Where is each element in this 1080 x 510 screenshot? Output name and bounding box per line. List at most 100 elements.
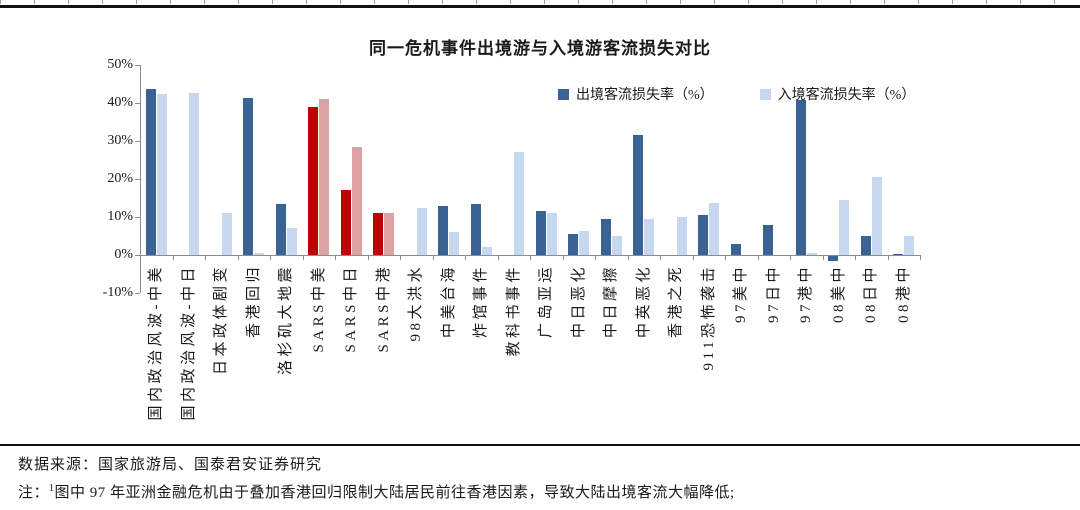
- x-axis-label: 08港中: [896, 263, 912, 323]
- y-axis-line: [140, 65, 141, 293]
- x-axis-tick: [140, 255, 141, 260]
- x-axis-tick: [400, 255, 401, 260]
- x-axis-label-text: 98大洪水: [408, 264, 425, 342]
- x-axis-tick: [790, 255, 791, 260]
- x-axis-tick: [725, 255, 726, 260]
- bar-outbound-6: [340, 189, 351, 255]
- y-axis-label: 50%: [107, 57, 133, 72]
- x-axis-label: SARS中港: [376, 263, 392, 353]
- chart-legend: 出境客流损失率（%） 入境客流损失率（%）: [558, 84, 915, 104]
- x-axis-label-text: 中日恶化: [570, 264, 587, 339]
- x-axis-label: 08美中: [831, 263, 847, 323]
- bar-outbound-14: [600, 219, 611, 255]
- bar-inbound-7: [384, 213, 395, 255]
- bar-outbound-13: [568, 234, 579, 255]
- bar-outbound-7: [373, 213, 384, 255]
- x-axis-label: 国内政治风波-中日: [181, 263, 197, 421]
- x-axis-tick: [692, 255, 694, 260]
- x-axis-label: 中日恶化: [571, 263, 587, 338]
- x-axis-tick: [627, 255, 629, 260]
- plot-area: 50% 40% 30% 20% 10% 0% -10% 国内政治风波-中美 国内政治风波-中日日…: [103, 57, 921, 421]
- bar-inbound-4: [286, 228, 297, 255]
- x-axis-label: 中美台海: [441, 263, 457, 338]
- y-axis-tick: [135, 255, 140, 256]
- bar-inbound-17: [709, 203, 720, 255]
- bar-outbound-0: [145, 89, 156, 255]
- legend-item-inbound: 入境客流损失率（%）: [759, 84, 916, 104]
- y-axis-label: 20%: [107, 171, 133, 186]
- bar-inbound-15: [644, 219, 655, 255]
- y-axis-label: 10%: [107, 209, 133, 224]
- y-axis-tick: [135, 65, 140, 66]
- bar-inbound-20: [806, 253, 817, 255]
- x-axis-label: 911恐怖袭击: [701, 263, 717, 370]
- x-axis-label-text: 911恐怖袭击: [700, 264, 717, 371]
- x-axis-label: SARS中美: [311, 263, 327, 353]
- bar-outbound-20: [795, 99, 806, 255]
- bar-inbound-8: [416, 207, 427, 255]
- x-axis-tick: [205, 255, 206, 260]
- bar-inbound-9: [449, 231, 460, 255]
- y-axis-tick: [135, 103, 140, 104]
- bar-inbound-14: [611, 236, 622, 255]
- x-axis-label-text: 炸馆事件: [473, 264, 490, 339]
- x-axis-label-text: 教科书事件: [505, 264, 522, 357]
- top-divider: [0, 5, 1080, 8]
- x-axis-tick: [887, 255, 889, 260]
- bar-inbound-16: [676, 217, 687, 255]
- x-axis-tick: [270, 255, 271, 260]
- bar-inbound-1: [189, 92, 200, 255]
- x-axis-label: 08日中: [863, 263, 879, 323]
- x-axis-label-text: 中日摩擦: [603, 264, 620, 339]
- x-axis-label-text: 国内政治风波-中美: [148, 264, 165, 421]
- x-axis-label: 97日中: [766, 263, 782, 323]
- x-axis-tick: [757, 255, 759, 260]
- bar-outbound-22: [860, 236, 871, 255]
- bar-inbound-6: [351, 147, 362, 255]
- x-axis-label-text: 97港中: [798, 264, 815, 324]
- x-axis-tick: [367, 255, 369, 260]
- x-axis-label: 中日摩擦: [603, 263, 619, 338]
- x-axis-label: 香港之死: [668, 263, 684, 338]
- x-axis-label-text: 08美中: [830, 264, 847, 324]
- chart-title: 同一危机事件出境游与入境游客流损失对比: [369, 39, 711, 58]
- footnote: 注：1图中 97 年亚洲金融危机由于叠加香港回归限制大陆居民前往香港因素，导致大…: [18, 481, 735, 502]
- y-axis-tick: [135, 293, 140, 294]
- x-axis-tick: [595, 255, 596, 260]
- x-axis-label: 洛杉矶大地震: [278, 263, 294, 375]
- x-axis-tick: [855, 255, 856, 260]
- x-axis-label-text: 97美中: [733, 264, 750, 324]
- data-source: 数据来源：国家旅游局、国泰君安证券研究: [18, 457, 323, 473]
- bar-outbound-19: [763, 225, 774, 255]
- x-axis-label-text: SARS中美: [310, 264, 327, 353]
- x-axis-tick: [920, 255, 921, 260]
- bar-inbound-13: [579, 231, 590, 255]
- bar-outbound-18: [730, 243, 741, 255]
- cropped-content-remnant: [0, 0, 1080, 4]
- bar-inbound-2: [221, 213, 232, 255]
- y-axis-label: 40%: [107, 95, 133, 110]
- x-axis-label-text: 洛杉矶大地震: [278, 264, 295, 376]
- bar-inbound-3: [254, 253, 265, 255]
- footer-divider: [0, 444, 1080, 446]
- legend-label-inbound: 入境客流损失率（%）: [777, 88, 916, 103]
- bar-outbound-15: [633, 135, 644, 255]
- x-axis-label-text: 08日中: [863, 264, 880, 324]
- x-axis-tick: [660, 255, 661, 260]
- footnote-superscript: 1: [49, 483, 55, 494]
- x-axis-label: SARS中日: [343, 263, 359, 353]
- x-axis-tick: [822, 255, 824, 260]
- bar-outbound-3: [243, 98, 254, 255]
- x-axis-label: 中英恶化: [636, 263, 652, 338]
- x-axis-label: 国内政治风波-中美: [148, 263, 164, 421]
- x-axis-label: 日本政体剧变: [213, 263, 229, 375]
- bar-inbound-5: [319, 98, 330, 255]
- bar-outbound-9: [438, 205, 449, 255]
- bar-inbound-12: [546, 213, 557, 255]
- y-axis-tick: [135, 217, 140, 218]
- x-axis-label-text: 香港之死: [668, 264, 685, 339]
- bar-inbound-11: [514, 152, 525, 255]
- x-axis-label-text: 广岛亚运: [538, 264, 555, 339]
- x-axis-label-text: SARS中日: [343, 264, 360, 353]
- y-axis-tick: [135, 141, 140, 142]
